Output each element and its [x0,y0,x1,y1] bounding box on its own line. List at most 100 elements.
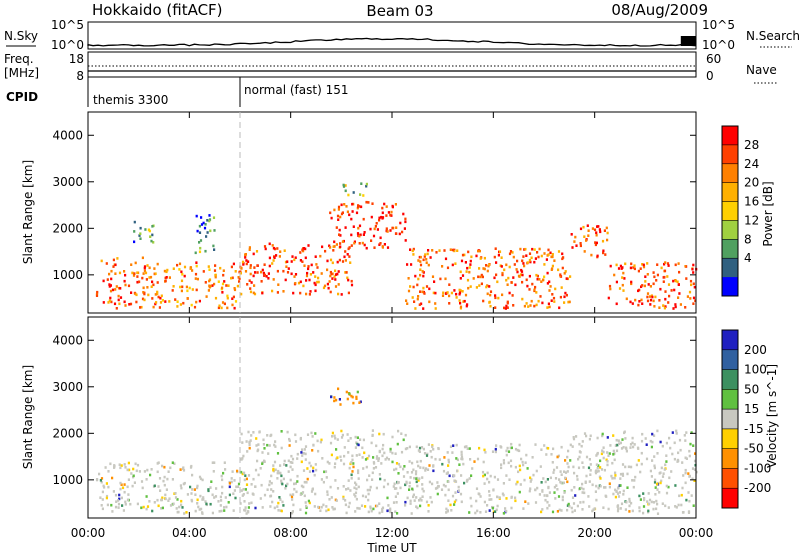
range-gate-cell [205,502,208,506]
range-gate-cell [205,295,208,298]
range-gate-cell [223,302,226,306]
range-gate-cell [589,463,592,466]
range-gate-cell [665,441,668,445]
range-gate-cell [561,266,564,270]
range-gate-cell [460,474,463,477]
range-gate-cell [674,505,677,508]
range-gate-cell [602,446,605,449]
range-gate-cell [277,283,280,286]
range-gate-cell [155,301,158,304]
range-gate-cell [293,482,296,486]
range-gate-cell [527,305,530,308]
range-gate-cell [475,286,478,289]
range-gate-cell [509,459,513,463]
range-gate-cell [339,403,342,406]
range-gate-cell [329,258,333,262]
range-gate-cell [494,510,497,513]
range-gate-cell [642,511,645,515]
range-gate-cell [470,255,473,259]
colorbar-tick-label: 15 [744,402,759,416]
range-gate-cell [231,470,234,473]
range-gate-cell [685,498,688,502]
range-gate-cell [563,295,566,299]
range-gate-cell [656,512,660,515]
range-gate-cell [649,285,652,288]
range-gate-cell [408,485,411,488]
range-gate-cell [224,468,227,471]
range-gate-cell [495,273,498,277]
range-gate-cell [157,485,160,488]
range-gate-cell [286,271,290,274]
power-data [95,182,698,310]
range-gate-cell [263,447,266,450]
range-gate-cell [207,289,210,292]
range-gate-cell [512,276,515,279]
range-gate-cell [672,307,675,310]
range-gate-cell [320,272,323,275]
range-gate-cell [124,273,127,277]
range-gate-cell [217,500,220,503]
range-gate-cell [673,441,676,445]
range-gate-cell [454,491,457,494]
range-gate-cell [349,437,352,440]
range-gate-cell [227,284,230,287]
range-gate-cell [129,502,132,506]
range-gate-cell [317,276,320,280]
range-gate-cell [445,511,448,514]
range-gate-cell [428,287,431,291]
range-gate-cell [294,273,298,276]
range-gate-cell [442,291,445,295]
range-gate-cell [601,239,605,243]
range-gate-cell [612,449,615,453]
range-gate-cell [581,482,584,486]
range-gate-cell [484,510,488,513]
range-gate-cell [486,504,489,507]
range-gate-cell [198,475,202,479]
range-gate-cell [339,242,342,245]
range-gate-cell [668,294,671,298]
range-gate-cell [455,498,458,502]
range-gate-cell [530,478,533,481]
range-gate-cell [144,228,147,231]
range-gate-cell [143,298,146,302]
range-gate-cell [637,459,640,462]
range-gate-cell [387,458,390,461]
range-gate-cell [576,478,579,481]
range-gate-cell [369,227,372,231]
range-gate-cell [451,248,455,252]
range-gate-cell [386,246,390,249]
range-gate-cell [513,263,516,266]
range-gate-cell [277,469,280,473]
range-gate-cell [643,498,646,502]
range-gate-cell [668,436,671,440]
range-gate-cell [674,279,678,283]
range-gate-cell [536,486,539,490]
range-gate-cell [183,512,186,515]
range-gate-cell [444,257,448,261]
range-gate-cell [615,280,618,284]
range-gate-cell [143,292,146,296]
range-gate-cell [305,274,309,278]
range-gate-cell [485,264,488,267]
range-gate-cell [247,510,250,514]
range-gate-cell [291,510,294,513]
range-gate-cell [356,436,359,439]
range-gate-cell [350,473,353,477]
range-gate-cell [245,262,248,266]
range-gate-cell [485,285,488,289]
range-gate-cell [116,257,119,260]
range-gate-cell [627,465,630,469]
range-gate-cell [344,503,347,507]
range-gate-cell [538,493,541,496]
range-gate-cell [149,235,152,238]
range-gate-cell [608,452,611,455]
range-gate-cell [420,302,423,306]
colorbar-tick-label: 4 [744,251,752,265]
range-gate-cell [630,282,633,286]
range-gate-cell [334,273,338,276]
colorbar-swatch [722,126,738,146]
range-gate-cell [595,498,598,502]
range-gate-cell [260,270,263,274]
range-gate-cell [594,490,597,493]
range-gate-cell [107,485,110,489]
